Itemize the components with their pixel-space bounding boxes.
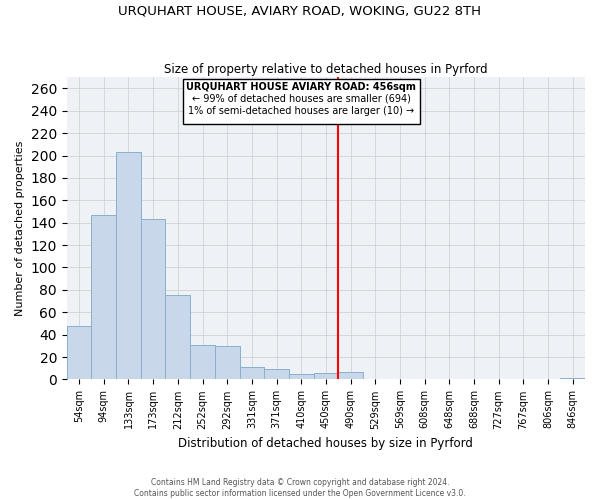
Text: ← 99% of detached houses are smaller (694): ← 99% of detached houses are smaller (69… (192, 94, 410, 104)
Bar (264, 370, 289, 380)
Bar (91, 215, 116, 380)
Bar (314, 372, 338, 380)
FancyBboxPatch shape (183, 80, 419, 124)
Bar (215, 346, 239, 380)
Title: Size of property relative to detached houses in Pyrford: Size of property relative to detached ho… (164, 63, 488, 76)
Text: 1% of semi-detached houses are larger (10) →: 1% of semi-detached houses are larger (1… (188, 106, 414, 117)
Bar (166, 296, 190, 380)
Text: URQUHART HOUSE AVIARY ROAD: 456sqm: URQUHART HOUSE AVIARY ROAD: 456sqm (186, 82, 416, 92)
Bar (560, 378, 585, 380)
Text: URQUHART HOUSE, AVIARY ROAD, WOKING, GU22 8TH: URQUHART HOUSE, AVIARY ROAD, WOKING, GU2… (119, 5, 482, 18)
Text: Contains HM Land Registry data © Crown copyright and database right 2024.
Contai: Contains HM Land Registry data © Crown c… (134, 478, 466, 498)
Bar (141, 220, 166, 380)
Bar (190, 344, 215, 380)
Bar (289, 374, 314, 380)
Bar (116, 152, 141, 380)
Y-axis label: Number of detached properties: Number of detached properties (15, 140, 25, 316)
Bar (239, 367, 264, 380)
Bar (338, 372, 363, 380)
X-axis label: Distribution of detached houses by size in Pyrford: Distribution of detached houses by size … (178, 437, 473, 450)
Bar (67, 326, 91, 380)
